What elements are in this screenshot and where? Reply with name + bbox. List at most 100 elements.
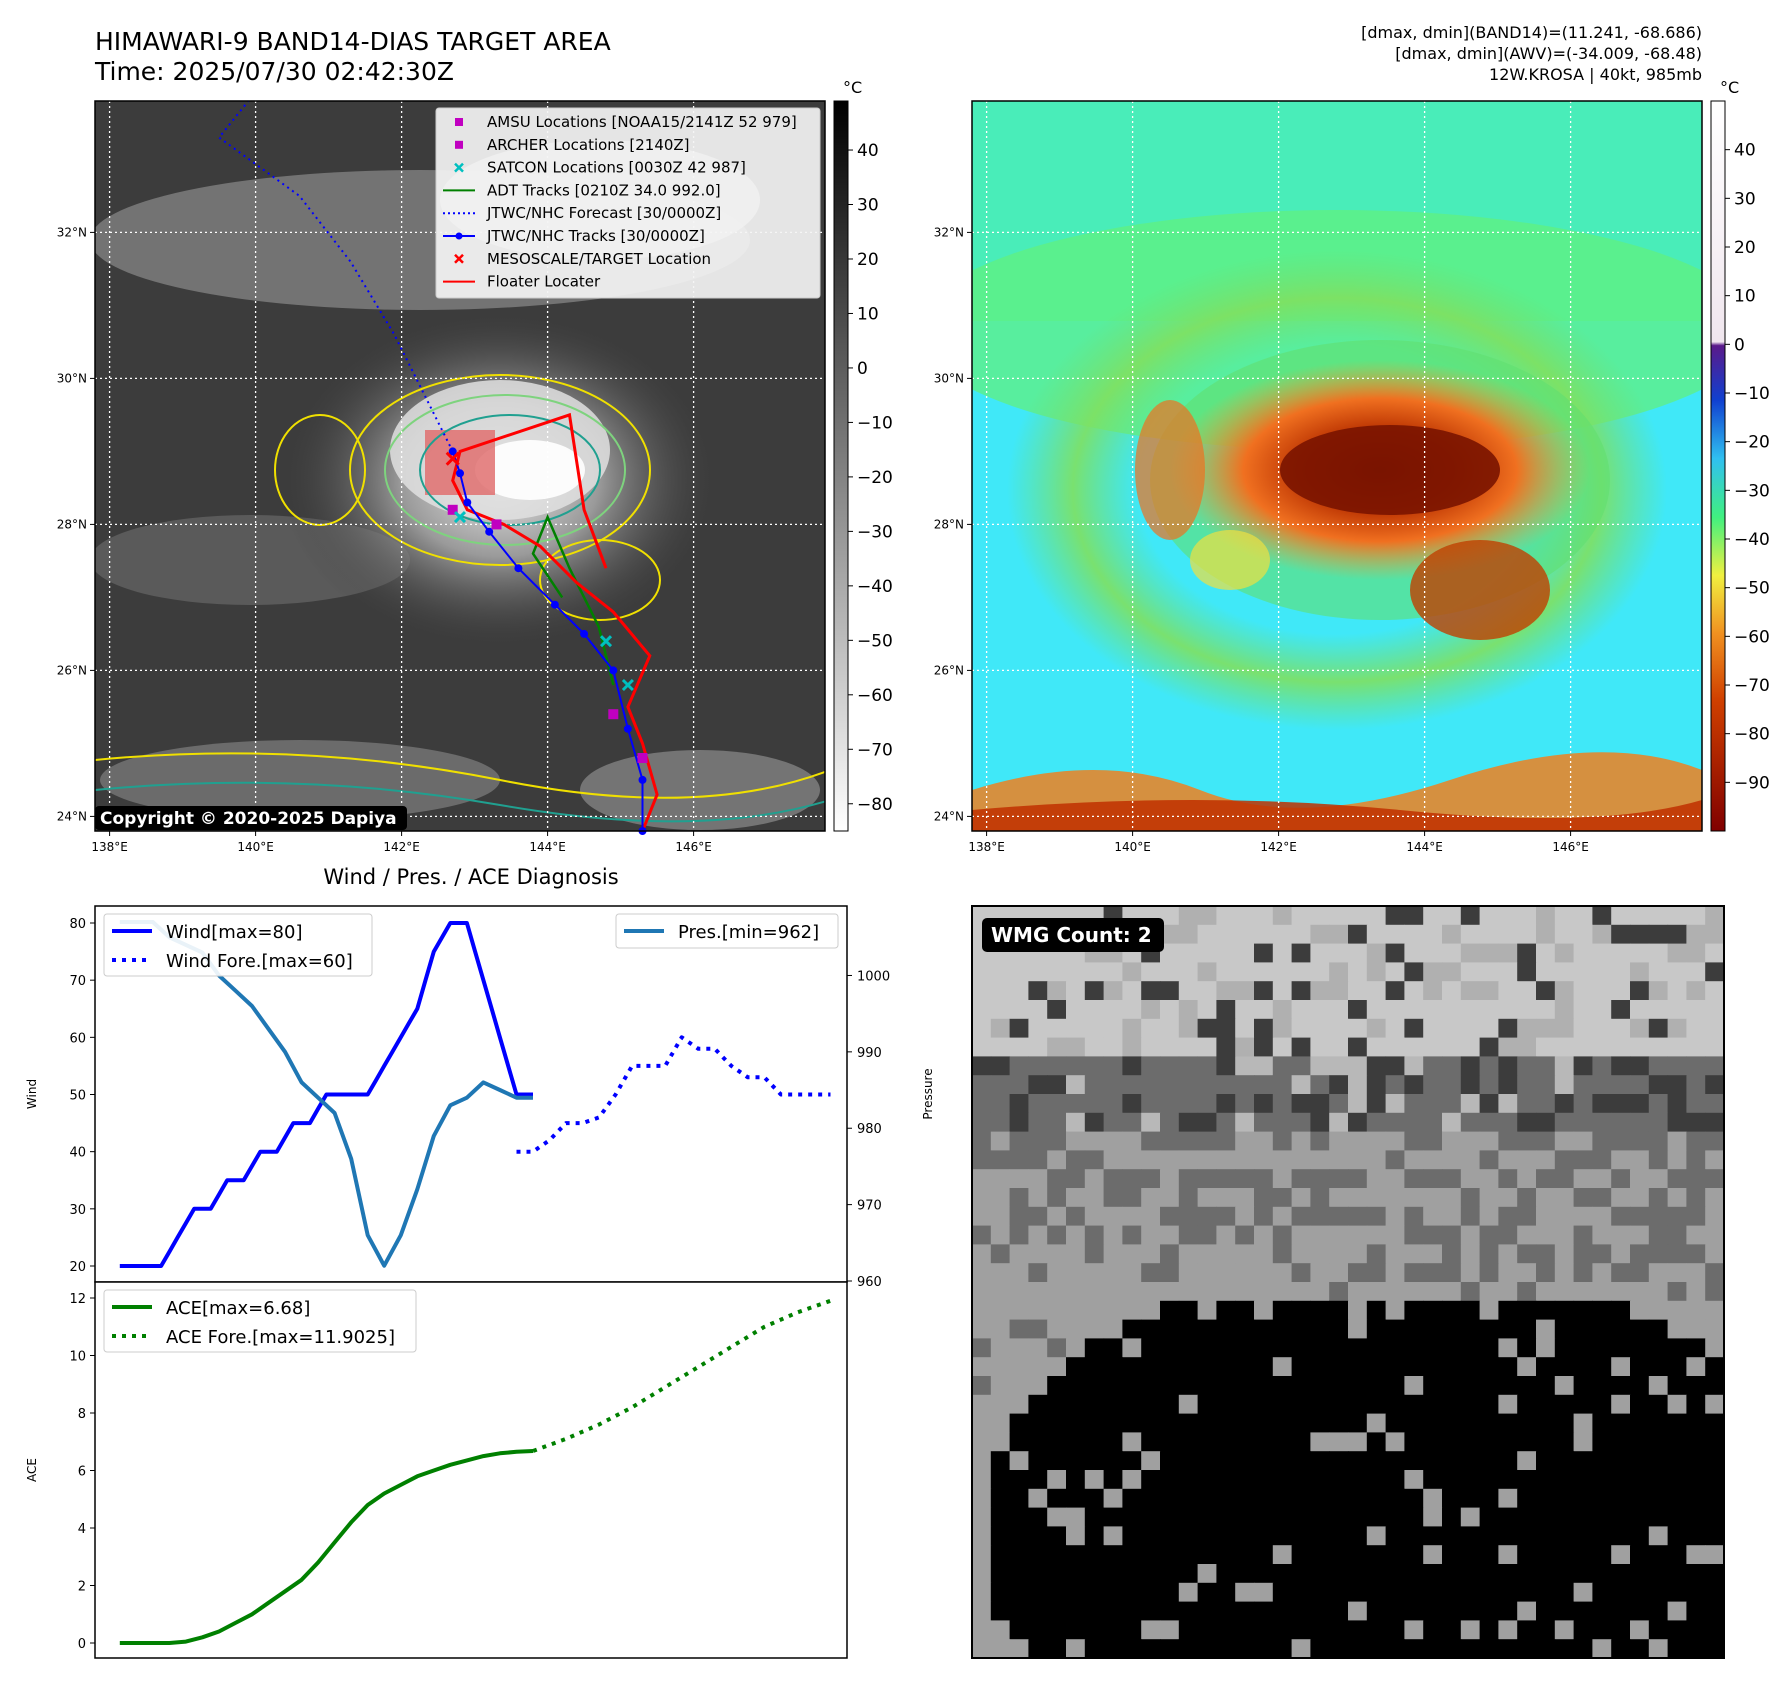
wmg-cell — [1517, 1112, 1537, 1133]
wmg-cell — [1348, 1357, 1368, 1377]
wmg-cell — [1047, 1300, 1067, 1321]
wmg-cell — [1160, 906, 1180, 926]
wmg-cell — [1648, 1094, 1669, 1114]
wmg-cell — [1498, 1545, 1518, 1565]
wmg-cell — [1028, 1112, 1048, 1133]
wmg-cell — [1667, 1338, 1687, 1358]
wmg-cell — [1272, 1282, 1293, 1302]
map-legend-label: ADT Tracks [0210Z 34.0 992.0] — [487, 181, 721, 199]
wmg-cell — [1235, 1639, 1255, 1659]
wmg-cell — [1630, 924, 1650, 945]
wmg-cell — [1235, 1582, 1255, 1603]
map-legend-item: JTWC/NHC Forecast [30/0000Z] — [443, 204, 721, 222]
wmg-cell — [1235, 1169, 1255, 1189]
wmg-cell — [1254, 1564, 1274, 1584]
wmg-cell — [1630, 906, 1650, 926]
wmg-cell — [1479, 1545, 1499, 1565]
wmg-cell — [1573, 962, 1593, 982]
wmg-cell — [1366, 1094, 1387, 1114]
wmg-cell — [1235, 1263, 1255, 1283]
wmg-cell — [1291, 1263, 1311, 1283]
wmg-cell — [1084, 1582, 1105, 1603]
wmg-cell — [1667, 1413, 1687, 1433]
wmg-cell — [1442, 1188, 1462, 1208]
wmg-cell — [1404, 1507, 1424, 1527]
wmg-cell — [1479, 1150, 1499, 1170]
wmg-cell — [1498, 1413, 1518, 1433]
wmg-cell — [1498, 1526, 1518, 1546]
wmg-cell — [1460, 1300, 1481, 1321]
map-legend-label: Floater Locater — [487, 273, 601, 291]
wmg-cell — [990, 1470, 1011, 1490]
wmg-cell — [1385, 1394, 1405, 1415]
wmg-cell — [1630, 1206, 1650, 1227]
wmg-cell — [1047, 1018, 1067, 1039]
wmg-cell — [1066, 1338, 1086, 1358]
wmg-cell — [990, 962, 1011, 982]
wmg-cell — [1573, 1037, 1593, 1057]
wmg-cell — [1573, 1488, 1593, 1509]
wmg-cell — [1423, 1094, 1443, 1114]
pressure-ylabel: Pressure — [921, 1068, 935, 1119]
wmg-cell — [1047, 1094, 1067, 1114]
wmg-cell — [1084, 1263, 1105, 1283]
wmg-cell — [1404, 1451, 1424, 1471]
wmg-cell — [1517, 1018, 1537, 1039]
wmg-cell — [1611, 924, 1631, 945]
lat-tick-label: 32°N — [934, 225, 964, 239]
legend-x-marker — [454, 162, 464, 173]
wmg-cell — [1498, 1319, 1518, 1339]
wmg-cell — [1385, 1451, 1405, 1471]
wmg-cell — [1366, 924, 1387, 945]
wmg-cell — [1554, 1451, 1575, 1471]
wmg-cell — [1667, 1263, 1687, 1283]
legend-wind: Wind[max=80] — [166, 922, 303, 943]
wmg-cell — [1648, 1507, 1669, 1527]
wmg-cell — [1667, 1282, 1687, 1302]
wmg-cell — [1066, 1507, 1086, 1527]
wmg-cell — [1517, 1263, 1537, 1283]
wmg-cell — [1423, 1413, 1443, 1433]
wmg-cell — [1648, 1169, 1669, 1189]
wmg-cell — [1047, 1601, 1067, 1621]
wmg-cell — [1423, 1282, 1443, 1302]
wmg-cell — [1611, 943, 1631, 963]
wmg-cell — [1235, 1056, 1255, 1076]
wmg-cell — [1517, 1188, 1537, 1208]
wmg-cell — [1536, 1169, 1556, 1189]
wind-tick-label: 30 — [69, 1203, 86, 1218]
wmg-cell — [1329, 1000, 1349, 1020]
wmg-cell — [1554, 1338, 1575, 1358]
wmg-cell — [1517, 1244, 1537, 1264]
wmg-cell — [1272, 1056, 1293, 1076]
wmg-cell — [1047, 981, 1067, 1001]
wmg-cell — [1460, 1564, 1481, 1584]
wmg-cell — [1630, 1432, 1650, 1452]
wmg-cell — [1272, 1206, 1293, 1227]
wmg-cell — [1197, 943, 1217, 963]
wmg-cell — [1103, 1206, 1123, 1227]
wmg-cell — [1479, 1376, 1499, 1396]
wmg-cell — [1310, 1432, 1330, 1452]
wmg-cell — [1254, 906, 1274, 926]
wmg-cell — [1047, 1075, 1067, 1095]
wmg-cell — [1216, 1319, 1236, 1339]
wind-legend: Wind[max=80] Wind Fore.[max=60] — [103, 913, 373, 977]
wmg-cell — [1498, 1169, 1518, 1189]
wmg-cell — [1611, 1507, 1631, 1527]
wmg-cell — [1329, 1131, 1349, 1151]
wmg-cell — [1197, 1169, 1217, 1189]
wmg-cell — [1630, 1564, 1650, 1584]
wmg-cell — [1141, 1282, 1161, 1302]
wmg-cell — [1573, 1150, 1593, 1170]
wmg-cell — [1235, 1188, 1255, 1208]
wmg-cell — [1235, 1432, 1255, 1452]
wmg-cell — [1667, 1244, 1687, 1264]
wmg-cell — [1498, 1488, 1518, 1509]
wmg-cell — [1460, 1188, 1481, 1208]
wmg-cell — [990, 1432, 1011, 1452]
wmg-cell — [1479, 1300, 1499, 1321]
wmg-cell — [1066, 1357, 1086, 1377]
wmg-cell — [1009, 981, 1029, 1001]
wmg-cell — [1686, 906, 1706, 926]
